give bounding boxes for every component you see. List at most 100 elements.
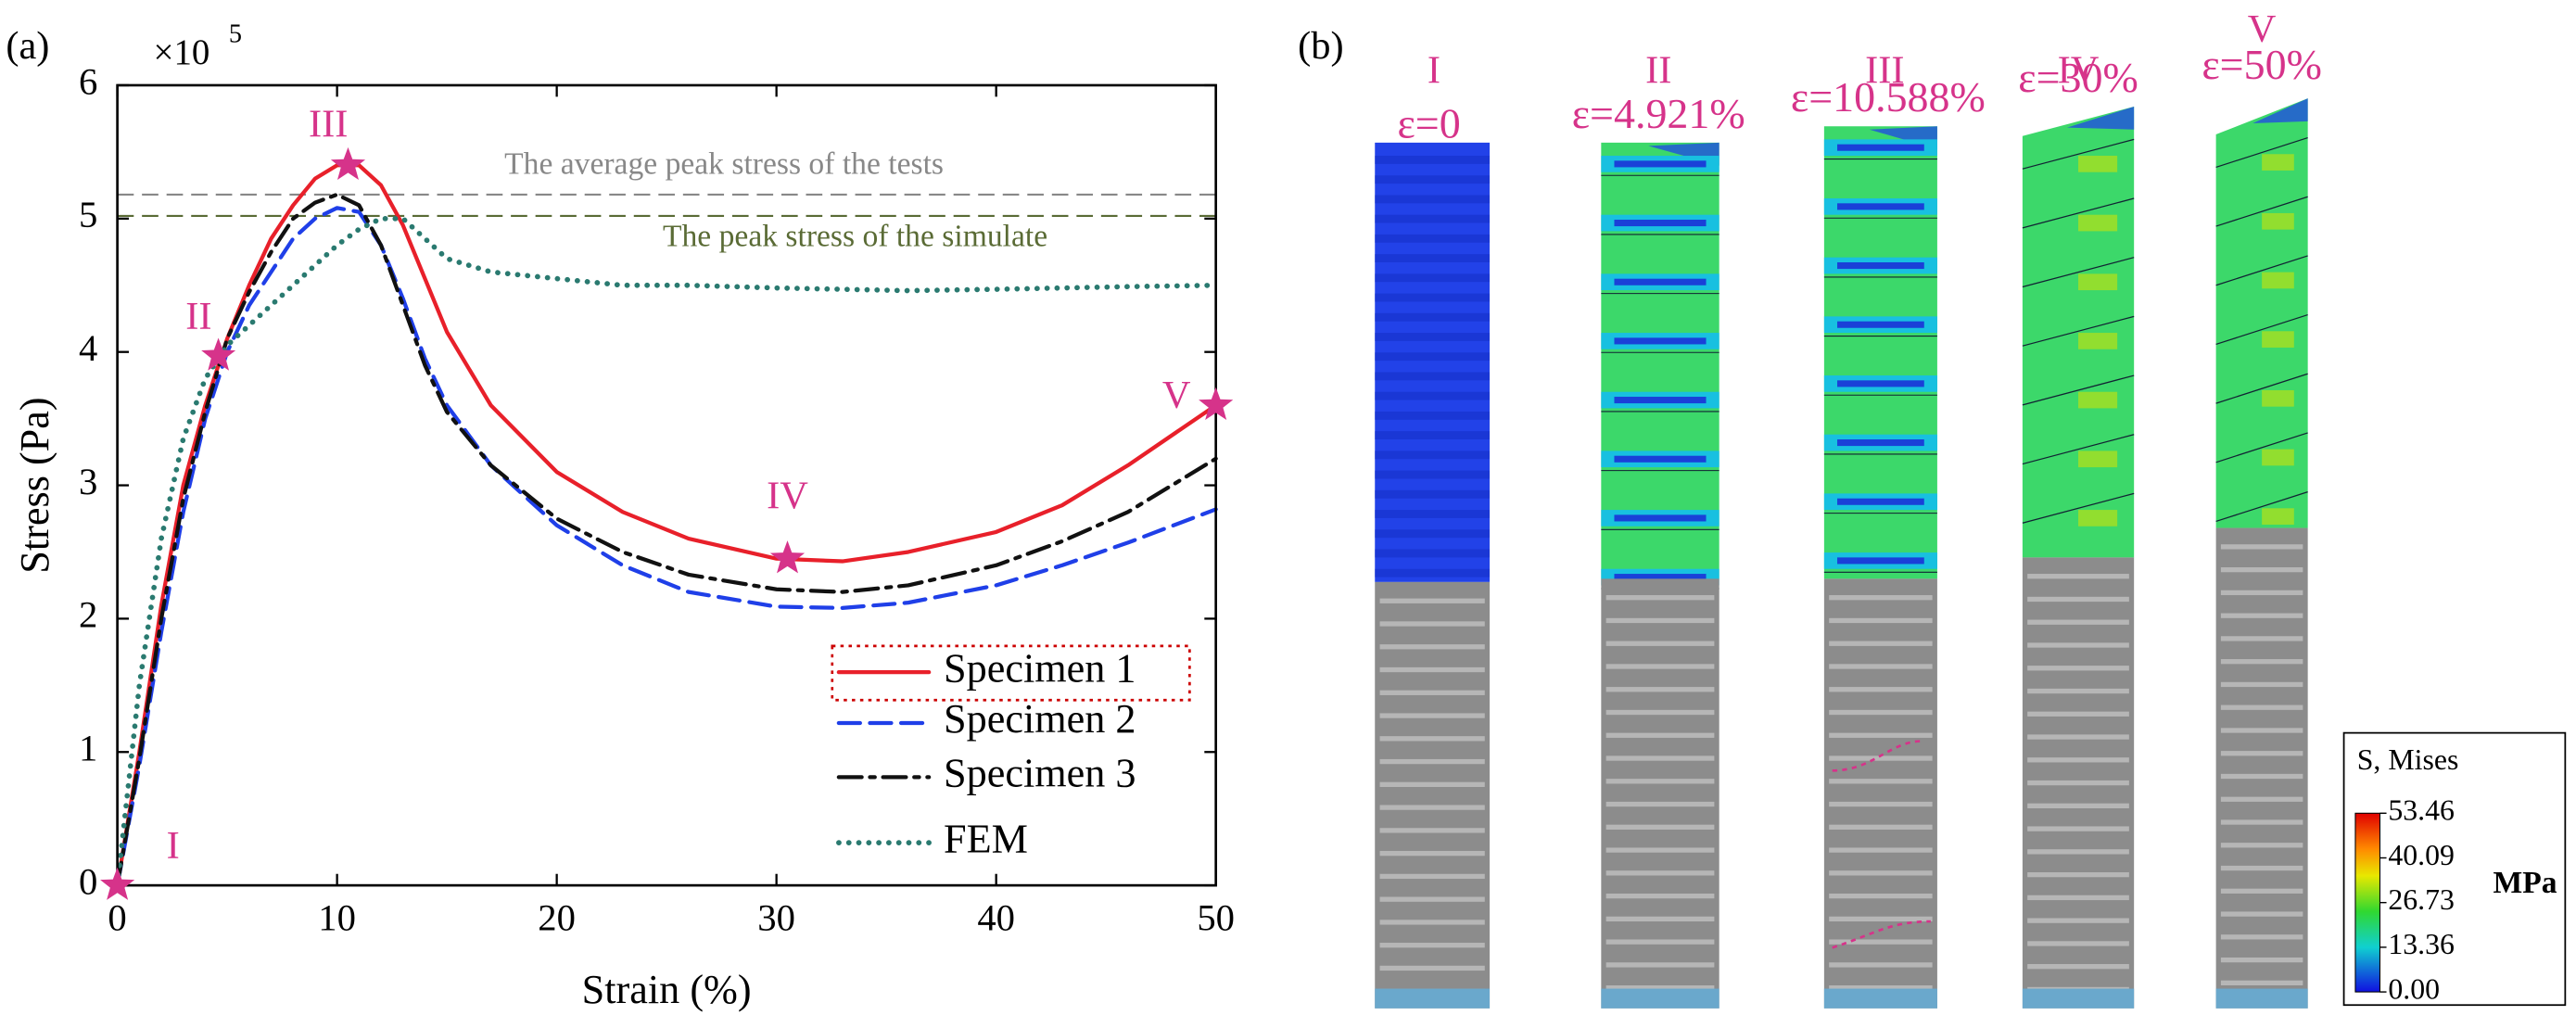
photo-texture	[1829, 732, 1933, 738]
strain-label: ε=10.588%	[1791, 73, 1986, 121]
photo-texture	[2027, 826, 2129, 831]
photo-texture	[1605, 709, 1715, 716]
x-tick-label: 50	[1197, 896, 1235, 938]
photo-texture	[1379, 828, 1485, 833]
photo-texture	[2220, 544, 2303, 550]
photo-texture	[1379, 758, 1485, 765]
photo-texture	[2220, 590, 2303, 596]
stress-band	[1375, 549, 1491, 558]
stress-band	[1375, 352, 1491, 362]
photo-texture	[1605, 916, 1715, 922]
photo-texture	[2027, 941, 2129, 946]
stress-band	[1837, 203, 1924, 210]
legend-highlight	[831, 644, 1191, 702]
photo-texture	[2027, 596, 2129, 603]
reference-label: The peak stress of the simulate	[663, 219, 1047, 253]
photo-texture	[2220, 704, 2303, 710]
crack-outline	[1832, 920, 1931, 949]
legend-label: Specimen 1	[944, 645, 1136, 691]
y-tick-label: 5	[79, 194, 97, 235]
photo-texture	[1829, 985, 1933, 991]
photo-texture	[1829, 687, 1933, 692]
stress-band	[2078, 214, 2118, 232]
stress-band	[1375, 568, 1491, 577]
colorbar-label: 13.36	[2388, 928, 2455, 960]
stage-numeral: III	[1865, 48, 1904, 92]
stage-label: V	[1162, 374, 1191, 417]
colorbar-title: S, Mises	[2357, 743, 2459, 776]
photo-texture	[2027, 757, 2129, 763]
y-tick-label: 4	[79, 327, 97, 369]
stress-band	[1837, 380, 1924, 387]
photo-texture	[2027, 666, 2129, 671]
photo-texture	[1605, 755, 1715, 761]
photo-texture	[2220, 659, 2303, 665]
colorbar	[2354, 812, 2381, 993]
photo-texture	[2220, 681, 2303, 688]
photo-texture	[1829, 893, 1933, 899]
stress-band	[1614, 220, 1707, 227]
series-line	[114, 216, 1219, 888]
colorbar-label: 40.09	[2388, 839, 2455, 871]
photo-texture	[1605, 687, 1715, 692]
photo-texture	[1829, 595, 1933, 601]
stress-band	[1614, 397, 1707, 404]
stress-band	[1375, 529, 1491, 539]
stress-band	[2078, 156, 2118, 172]
y-tick-label: 2	[79, 594, 97, 636]
photo-texture	[2220, 957, 2303, 963]
photo-texture	[2027, 849, 2129, 855]
crack-outline	[1832, 740, 1923, 772]
stress-band	[2262, 212, 2294, 230]
photo-texture	[1379, 621, 1485, 627]
photo-texture	[2220, 819, 2303, 825]
stress-band	[2262, 154, 2294, 171]
stress-band	[1375, 175, 1491, 184]
mesh-line	[2215, 255, 2308, 286]
stress-band	[1614, 337, 1707, 345]
photo-texture	[1829, 755, 1933, 761]
stress-band	[1614, 455, 1707, 463]
y-tick-label: 6	[79, 60, 97, 102]
photo-texture	[1829, 641, 1933, 646]
photo-texture	[1829, 962, 1933, 968]
photo-texture	[1379, 873, 1485, 880]
photo-texture	[2220, 934, 2303, 940]
simulation-top	[2067, 106, 2135, 130]
stress-band	[1837, 261, 1924, 270]
photo-texture	[1829, 824, 1933, 830]
photo-texture	[1829, 617, 1933, 624]
photo-texture	[1379, 690, 1485, 695]
photo-texture	[2220, 636, 2303, 641]
photo-texture	[1605, 732, 1715, 738]
stage-numeral: I	[1428, 48, 1440, 92]
stress-band	[1375, 195, 1491, 204]
stress-band	[2078, 391, 2118, 409]
stage-label: II	[185, 295, 211, 338]
series-line	[115, 192, 1218, 888]
mesh-line	[2215, 432, 2308, 463]
simulation-top	[2252, 98, 2308, 124]
stress-band	[1375, 156, 1491, 164]
stage-label: III	[309, 102, 348, 146]
colorbar-label: 0.00	[2388, 972, 2440, 1005]
photo-texture	[1605, 985, 1715, 991]
reference-label: The average peak stress of the tests	[504, 147, 944, 182]
stress-band	[1375, 431, 1491, 440]
photo-texture	[1605, 870, 1715, 876]
mesh-line	[2215, 314, 2308, 346]
photo-texture	[1605, 962, 1715, 968]
stress-band	[2078, 273, 2118, 291]
y-scale-base: ×10	[154, 32, 210, 72]
photo-texture	[1379, 644, 1485, 650]
photo-texture	[1379, 781, 1485, 787]
photo-base	[1375, 988, 1491, 1009]
stress-band	[1375, 510, 1491, 518]
simulation-image	[2022, 106, 2135, 558]
x-tick-label: 30	[757, 896, 795, 938]
stress-band	[1375, 293, 1491, 302]
photo-texture	[2027, 619, 2129, 625]
stress-band	[1375, 333, 1491, 341]
